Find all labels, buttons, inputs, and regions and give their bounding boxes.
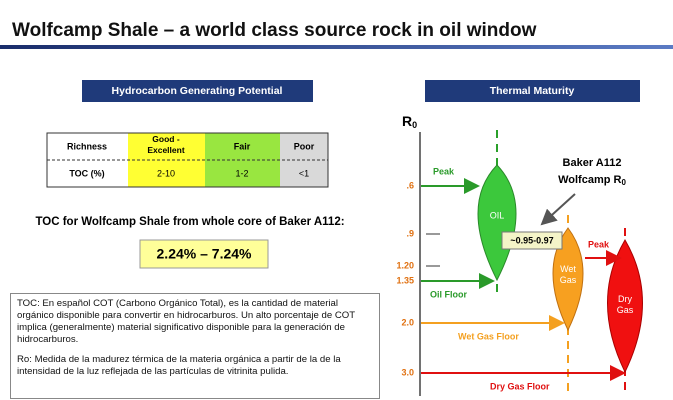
right-heading: Thermal Maturity bbox=[490, 85, 575, 97]
table-cell: <1 bbox=[299, 168, 309, 178]
level-label: Peak bbox=[433, 166, 455, 176]
title: Wolfcamp Shale – a world class source ro… bbox=[12, 20, 537, 41]
level-label: Wet Gas Floor bbox=[458, 331, 519, 341]
toc-range: 2.24% – 7.24% bbox=[157, 246, 253, 262]
table bbox=[46, 132, 329, 188]
level-label: Peak bbox=[588, 239, 610, 249]
table-header: Good -Excellent bbox=[147, 134, 184, 155]
left-heading: Hydrocarbon Generating Potential bbox=[112, 85, 283, 97]
wet-gas-zone bbox=[552, 227, 584, 332]
note: Ro: Medida de la madurez térmica de la m… bbox=[17, 354, 341, 377]
tick-label: .9 bbox=[406, 228, 414, 238]
tick-label: 1.35 bbox=[396, 275, 414, 285]
zone-label: Wet Gas bbox=[560, 264, 577, 285]
toc-box bbox=[139, 239, 269, 269]
tick-label: 2.0 bbox=[401, 317, 414, 327]
sample-label: Baker A112 bbox=[563, 157, 622, 169]
table-cell: 2-10 bbox=[157, 168, 175, 178]
level-label: Oil Floor bbox=[430, 289, 467, 299]
table-header: Fair bbox=[234, 141, 251, 151]
axis-label: R0 bbox=[402, 113, 417, 131]
tick-marks bbox=[426, 233, 440, 267]
sample-arrow bbox=[540, 193, 576, 226]
table-header: Poor bbox=[294, 141, 315, 151]
tick-label: 3.0 bbox=[401, 367, 414, 377]
toc-caption: TOC for Wolfcamp Shale from whole core o… bbox=[35, 216, 344, 228]
tick-label: 1.20 bbox=[396, 260, 414, 270]
table-cell: 1-2 bbox=[235, 168, 248, 178]
zone-label: Dry Gas bbox=[617, 294, 634, 315]
notes: TOC: En español COT (Carbono Orgánico To… bbox=[10, 293, 380, 399]
sample-box bbox=[501, 231, 563, 250]
level-label: Dry Gas Floor bbox=[490, 381, 550, 391]
table-header: Richness bbox=[67, 141, 107, 151]
note: TOC: En español COT (Carbono Orgánico To… bbox=[17, 298, 355, 345]
right-heading-bg bbox=[425, 80, 640, 102]
table-cell: TOC (%) bbox=[69, 168, 104, 178]
sample-label: Wolfcamp R0 bbox=[558, 174, 626, 187]
tick-label: .6 bbox=[406, 180, 414, 190]
zone-label: OIL bbox=[490, 210, 505, 220]
left-heading-bg bbox=[82, 80, 313, 102]
sample-value: ~0.95-0.97 bbox=[510, 235, 553, 245]
oil-zone bbox=[477, 164, 517, 282]
title-rule bbox=[0, 45, 673, 49]
